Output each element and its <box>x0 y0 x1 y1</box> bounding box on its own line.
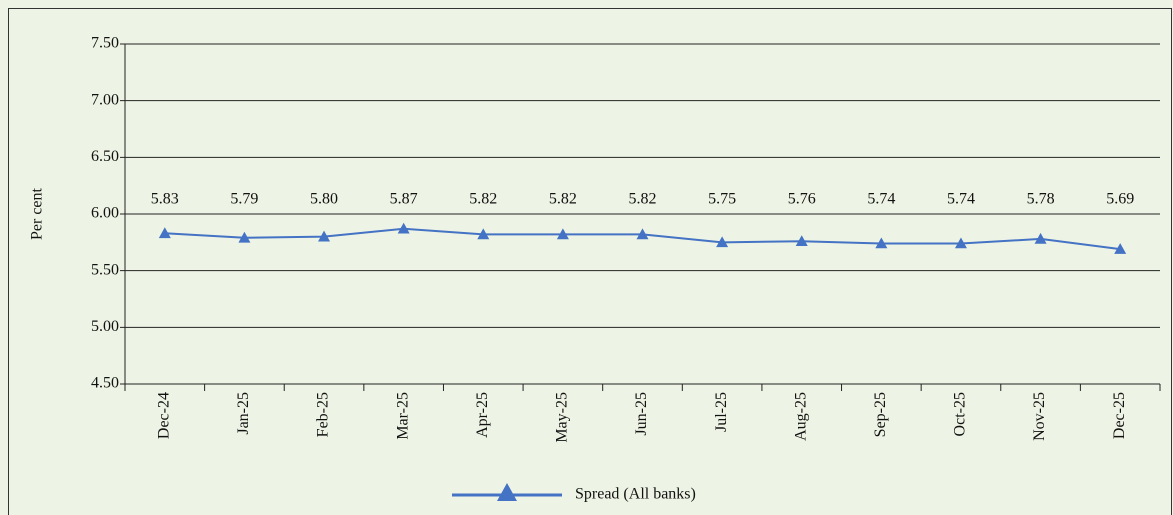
x-tick-label: Sep-25 <box>872 392 889 437</box>
data-point <box>477 228 490 240</box>
data-point <box>556 228 569 240</box>
y-tick-label: 7.00 <box>91 91 119 108</box>
data-label: 5.82 <box>469 191 497 208</box>
data-point <box>318 230 331 242</box>
data-point <box>795 235 808 246</box>
x-tick-label: Mar-25 <box>394 392 411 440</box>
frame <box>8 8 1172 515</box>
data-label: 5.69 <box>1106 191 1134 208</box>
data-label: 5.78 <box>1027 191 1055 208</box>
y-tick-label: 4.50 <box>91 375 119 392</box>
x-tick-label: Oct-25 <box>952 392 969 436</box>
x-tick-label: Aug-25 <box>792 392 809 441</box>
y-tick-label: 7.50 <box>91 35 119 52</box>
data-label: 5.76 <box>788 191 816 208</box>
data-label: 5.82 <box>629 191 657 208</box>
data-point <box>397 222 410 234</box>
legend-label: Spread (All banks) <box>575 486 696 503</box>
x-tick-label: Apr-25 <box>474 392 491 438</box>
x-tick-label: Nov-25 <box>1031 392 1048 441</box>
data-point <box>1034 232 1047 244</box>
x-tick-label: Dec-25 <box>1111 392 1128 439</box>
data-label: 5.87 <box>390 191 418 208</box>
y-tick-label: 6.00 <box>91 205 119 222</box>
data-label: 5.74 <box>867 191 895 208</box>
data-label: 5.74 <box>947 191 975 208</box>
x-tick-label: Dec-24 <box>155 392 172 439</box>
data-label: 5.80 <box>310 191 338 208</box>
data-point <box>954 237 967 249</box>
x-tick-label: Jan-25 <box>235 392 252 435</box>
x-tick-label: Jun-25 <box>633 392 650 436</box>
data-label: 5.82 <box>549 191 577 208</box>
x-tick-label: Feb-25 <box>315 392 332 437</box>
y-axis-label: Per cent <box>29 187 46 240</box>
y-tick-label: 5.50 <box>91 261 119 278</box>
data-point <box>636 228 649 240</box>
data-label: 5.75 <box>708 191 736 208</box>
data-point <box>158 227 171 239</box>
y-tick-label: 5.00 <box>91 318 119 335</box>
data-point <box>238 231 251 243</box>
legend-marker <box>497 483 517 501</box>
x-tick-label: Jul-25 <box>713 392 730 432</box>
data-point <box>716 236 729 248</box>
x-tick-label: May-25 <box>554 392 571 443</box>
data-point <box>1114 243 1127 254</box>
data-label: 5.79 <box>230 191 258 208</box>
data-point <box>875 237 888 249</box>
y-tick-label: 6.50 <box>91 148 119 165</box>
data-label: 5.83 <box>151 191 179 208</box>
